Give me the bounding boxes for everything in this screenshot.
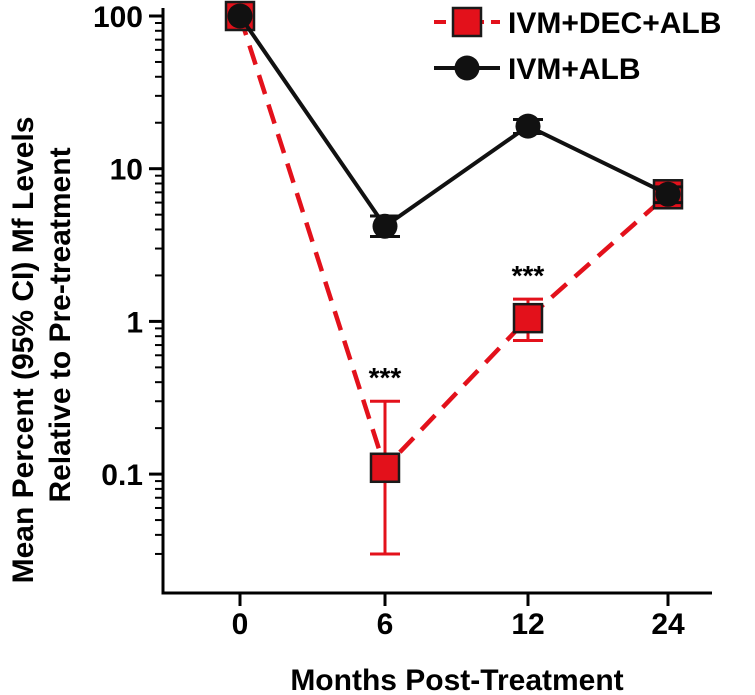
x-axis-title: Months Post-Treatment [290,664,623,695]
legend: IVM+DEC+ALB IVM+ALB [434,6,721,86]
legend-item: IVM+ALB [434,53,641,86]
legend-item: IVM+DEC+ALB [434,6,721,40]
y-axis-title-line2: Relative to Pre-treatment [44,147,77,502]
legend-label: IVM+DEC+ALB [508,7,721,40]
data-point-circle [227,3,253,29]
significance-annotation: *** [369,362,402,393]
y-tick-label: 10 [110,154,143,187]
series-line [238,14,669,229]
data-point-circle [372,213,398,239]
data-point-square [369,452,401,484]
significance-annotation: *** [512,260,545,291]
axes [161,8,712,595]
data-point-circle [655,181,681,207]
annotation-layer: *** *** [369,260,545,393]
legend-marker-square [451,6,483,38]
x-tick-label: 24 [651,608,685,641]
x-tick-label: 0 [232,608,249,641]
y-ticks: 100 10 1 0.1 [93,1,163,555]
legend-label: IVM+ALB [508,53,641,86]
y-tick-label: 0.1 [101,459,143,492]
series-ivm-alb [227,3,683,239]
legend-marker-circle [454,55,480,81]
data-point-circle [515,113,541,139]
x-ticks: 0 6 12 24 [232,593,685,641]
y-tick-label: 100 [93,1,143,34]
data-point-square [512,302,544,334]
y-axis-title-line1: Mean Percent (95% CI) Mf Levels [7,117,40,584]
series-line [237,15,670,471]
x-tick-label: 12 [511,608,544,641]
y-tick-label: 1 [126,306,143,339]
series-layer [224,0,684,556]
x-tick-label: 6 [377,608,394,641]
